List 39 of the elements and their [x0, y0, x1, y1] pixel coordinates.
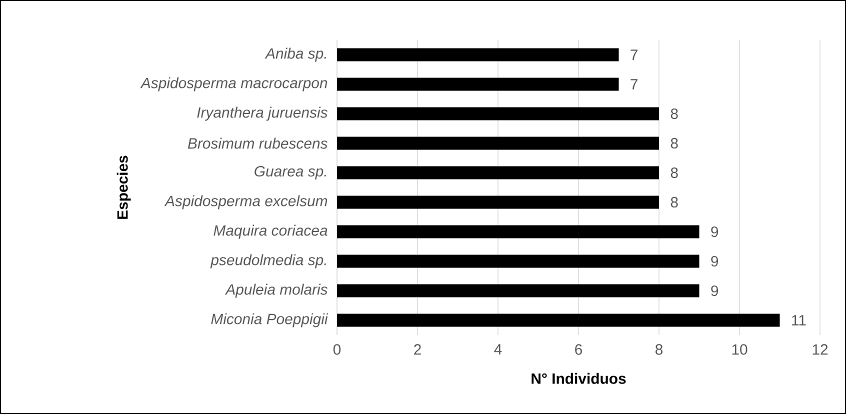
y-tick-label: Iryanthera juruensis	[197, 106, 328, 121]
x-tick-label: 12	[812, 344, 828, 355]
y-tick-label: Guarea sp.	[254, 166, 326, 180]
bar	[337, 48, 619, 62]
bar	[337, 225, 700, 238]
bar	[337, 196, 660, 209]
y-tick-label: Brosimum rubescens	[188, 138, 328, 149]
y-tick-label: Miconia Poeppigii	[211, 313, 328, 328]
bar	[337, 166, 660, 180]
data-label: 9	[711, 256, 718, 267]
data-label: 9	[711, 226, 718, 238]
x-tick-label: 2	[414, 344, 421, 355]
bar	[337, 136, 660, 150]
bar	[337, 314, 780, 327]
x-axis-title: N° Individuos	[532, 372, 626, 384]
bar	[337, 107, 660, 120]
x-tick-label: 8	[656, 344, 663, 355]
data-label: 9	[711, 285, 718, 296]
data-label: 8	[670, 108, 678, 120]
x-tick-label: 0	[333, 344, 341, 355]
y-axis-title: Especies	[116, 156, 131, 219]
y-tick-label: Aniba sp.	[264, 48, 326, 62]
y-tick-label: Apuleia molaris	[224, 284, 328, 298]
bar	[337, 78, 619, 91]
bar	[337, 254, 700, 268]
data-label: 8	[670, 138, 678, 149]
data-label: 7	[630, 79, 638, 90]
bar	[337, 284, 700, 298]
y-tick-label: Aspidosperma excelsum	[164, 195, 328, 210]
data-label: 7	[630, 50, 638, 60]
y-tick-label: Maquira coriacea	[214, 224, 328, 239]
x-tick-label: 4	[494, 344, 502, 354]
data-label: 8	[670, 167, 678, 178]
x-tick-label: 6	[575, 344, 582, 355]
data-label: 8	[670, 196, 678, 208]
data-label: 11	[792, 315, 806, 326]
y-tick-label: pseudolmedia sp.	[210, 254, 326, 268]
x-tick-label: 10	[732, 344, 748, 355]
y-tick-label: Aspidosperma macrocarpon	[140, 77, 328, 92]
